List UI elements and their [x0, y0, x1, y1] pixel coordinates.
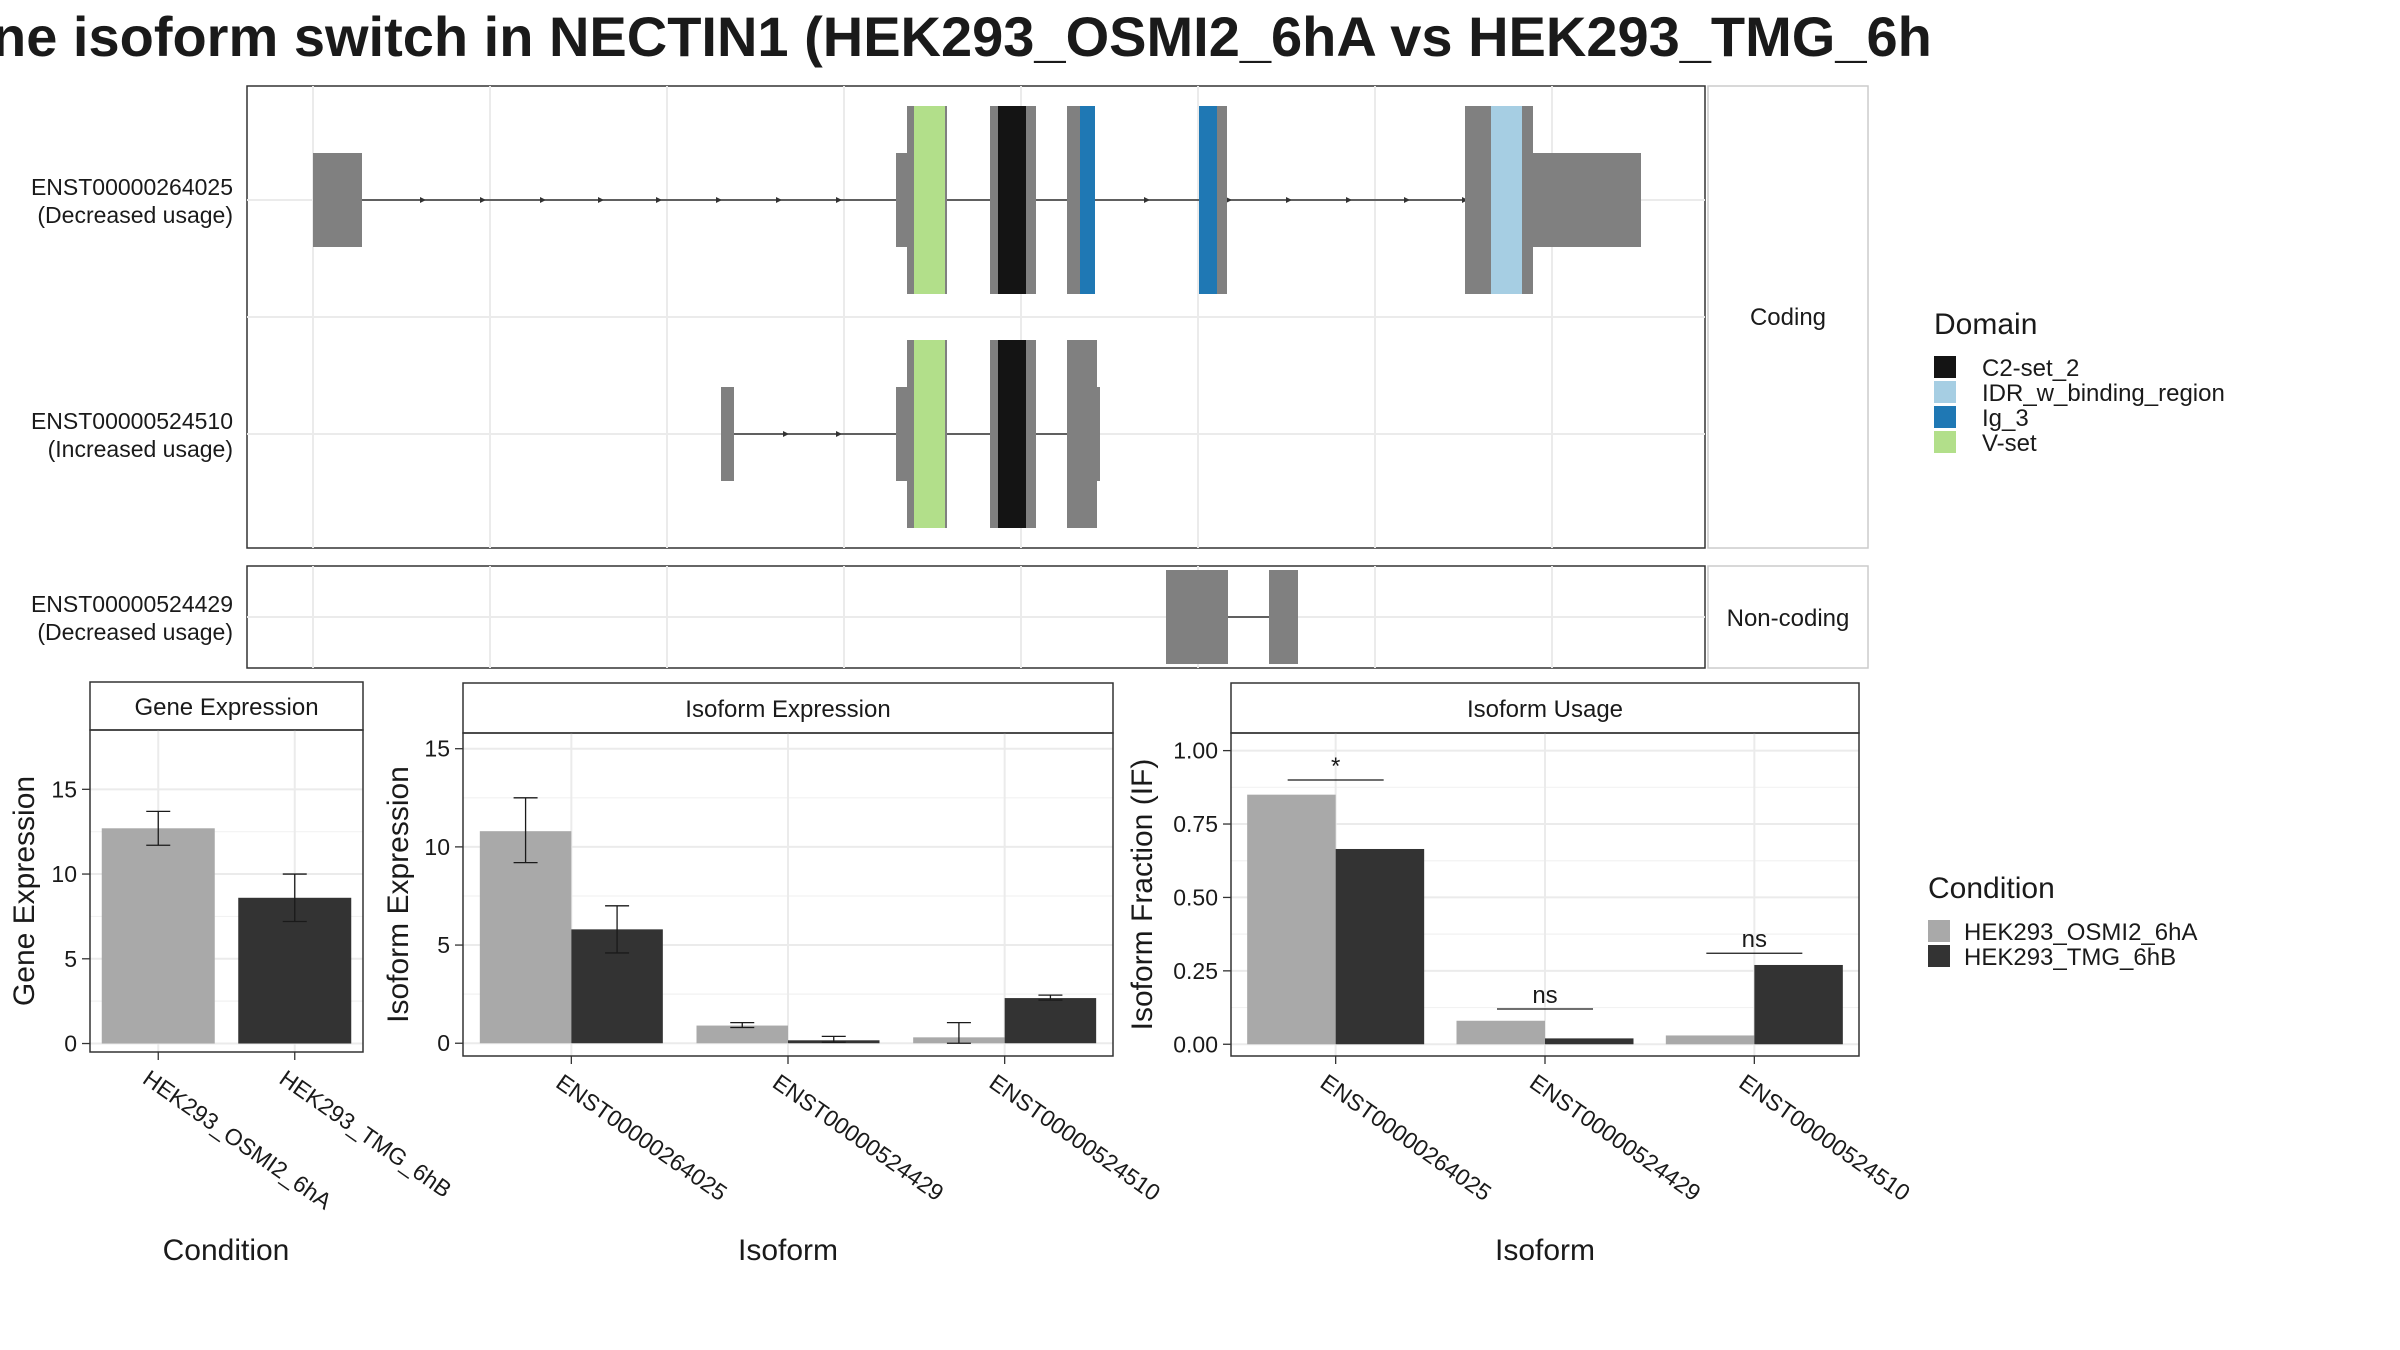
- structure-panel: Coding Non-coding ENST00000264025 (Decre…: [31, 85, 2225, 669]
- y-tick-label: 5: [437, 932, 450, 958]
- transcript-ENST00000524429: [1166, 570, 1298, 664]
- y-tick-label: 10: [51, 861, 77, 887]
- significance-label: ns: [1742, 926, 1767, 953]
- bar: [1665, 1035, 1755, 1045]
- legend-label-tmg: HEK293_TMG_6hB: [1964, 944, 2176, 971]
- panel-title: Isoform Usage: [1467, 696, 1623, 723]
- legend-label-osmi2: HEK293_OSMI2_6hA: [1964, 919, 2197, 946]
- domain-c2-set-2: [998, 106, 1026, 294]
- x-axis-title: Isoform: [1495, 1234, 1595, 1267]
- y-tick-label: 0.00: [1173, 1031, 1218, 1057]
- legend-key-idr: [1934, 381, 1956, 403]
- transcript-label-3-usage: (Decreased usage): [37, 619, 233, 645]
- y-tick-label: 15: [424, 736, 450, 762]
- transcript-label-3-id: ENST00000524429: [31, 591, 233, 617]
- utr-exon: [1531, 153, 1641, 247]
- panel-border: [89, 729, 364, 1053]
- bar: [1545, 1038, 1634, 1045]
- x-tick-label: ENST00000524510: [1734, 1069, 1914, 1206]
- transcript-ENST00000524510: [721, 340, 1100, 528]
- domain-idr-w-binding-region: [1491, 106, 1522, 294]
- y-tick-label: 1.00: [1173, 738, 1218, 764]
- x-tick-label: ENST00000524429: [1525, 1069, 1705, 1206]
- x-tick-label: ENST00000264025: [1316, 1069, 1496, 1206]
- intron-direction-arrows: [783, 431, 842, 437]
- noncoding-gridlines: [247, 566, 1705, 668]
- bar: [1335, 848, 1425, 1045]
- legend-key-tmg: [1928, 945, 1950, 967]
- condition-legend: Condition HEK293_OSMI2_6hA HEK293_TMG_6h…: [1928, 872, 2197, 971]
- y-tick-label: 0: [437, 1030, 450, 1056]
- transcript-label-2-usage: (Increased usage): [48, 436, 233, 462]
- legend-key-osmi2: [1928, 920, 1950, 942]
- bar: [1456, 1020, 1545, 1045]
- utr-exon: [896, 387, 908, 481]
- panel-title: Isoform Expression: [685, 696, 890, 723]
- condition-legend-title: Condition: [1928, 872, 2055, 905]
- y-axis-title: Isoform Fraction (IF): [1126, 759, 1159, 1031]
- x-tick-label: ENST00000524429: [768, 1069, 948, 1206]
- coding-strip: [1707, 85, 1869, 549]
- noncoding-strip: [1707, 565, 1869, 669]
- intron-direction-arrows: [420, 197, 1468, 203]
- transcript-label-2-id: ENST00000524510: [31, 408, 233, 434]
- figure-title: ne isoform switch in NECTIN1 (HEK293_OSM…: [0, 5, 1932, 68]
- bar: [1247, 794, 1336, 1045]
- y-tick-label: 5: [64, 946, 77, 972]
- legend-key-c2-set-2: [1934, 356, 1956, 378]
- bar: [696, 1025, 788, 1044]
- transcript-label-1-id: ENST00000264025: [31, 174, 233, 200]
- transcript-ENST00000264025: [313, 106, 1641, 294]
- panel-title: Gene Expression: [134, 694, 318, 721]
- y-tick-label: 0.25: [1173, 958, 1218, 984]
- panel-strip: [462, 682, 1114, 734]
- y-tick-label: 0.50: [1173, 884, 1218, 910]
- utr-exon: [1095, 387, 1100, 481]
- y-tick-label: 10: [424, 834, 450, 860]
- domain-ig-3: [1199, 106, 1217, 294]
- domain-v-set: [914, 340, 945, 528]
- panel-strip: [1230, 682, 1860, 734]
- y-axis-title: Isoform Expression: [382, 766, 415, 1023]
- bar: [479, 831, 572, 1044]
- bar: [1004, 998, 1097, 1044]
- utr-exon: [313, 153, 362, 247]
- y-tick-label: 15: [51, 776, 77, 802]
- legend-key-v-set: [1934, 431, 1956, 453]
- legend-label-idr: IDR_w_binding_region: [1982, 380, 2225, 407]
- y-axis-title: Gene Expression: [8, 776, 41, 1006]
- x-tick-label: ENST00000524510: [985, 1069, 1165, 1206]
- legend-label-v-set: V-set: [1982, 430, 2037, 457]
- transcript-labels: ENST00000264025 (Decreased usage) ENST00…: [31, 174, 233, 645]
- noncoding-exon: [1269, 570, 1298, 664]
- legend-label-c2-set-2: C2-set_2: [1982, 355, 2079, 382]
- strip-coding-label: Coding: [1750, 304, 1826, 331]
- strip-noncoding-label: Non-coding: [1727, 605, 1850, 632]
- significance-label: ns: [1532, 982, 1557, 1009]
- x-axis-title: Condition: [163, 1234, 290, 1267]
- domain-c2-set-2: [998, 340, 1026, 528]
- isoform-usage-chart: Isoform Usage * ns ns 0.00 0.25 0.50 0.75 1.00 EN…: [1126, 682, 1915, 1267]
- domain-v-set: [914, 106, 945, 294]
- isoform-expression-chart: Isoform Expression 0 5 10 15 ENST00000264025 E…: [382, 682, 1165, 1267]
- domain-ig-3: [1080, 106, 1095, 294]
- y-tick-label: 0: [64, 1031, 77, 1057]
- utr-exon: [721, 387, 734, 481]
- bar: [1754, 964, 1843, 1045]
- y-tick-label: 0.75: [1173, 811, 1218, 837]
- x-axis-title: Isoform: [738, 1234, 838, 1267]
- domain-legend: Domain C2-set_2 IDR_w_binding_region Ig_…: [1934, 308, 2225, 457]
- coding-exon: [1067, 340, 1097, 528]
- significance-label: *: [1331, 753, 1340, 780]
- legend-key-ig-3: [1934, 406, 1956, 428]
- x-tick-label: ENST00000264025: [551, 1069, 731, 1206]
- legend-label-ig-3: Ig_3: [1982, 405, 2029, 432]
- transcript-label-1-usage: (Decreased usage): [37, 202, 233, 228]
- noncoding-exon: [1166, 570, 1228, 664]
- domain-legend-title: Domain: [1934, 308, 2037, 341]
- bar: [101, 828, 215, 1044]
- utr-exon: [896, 153, 908, 247]
